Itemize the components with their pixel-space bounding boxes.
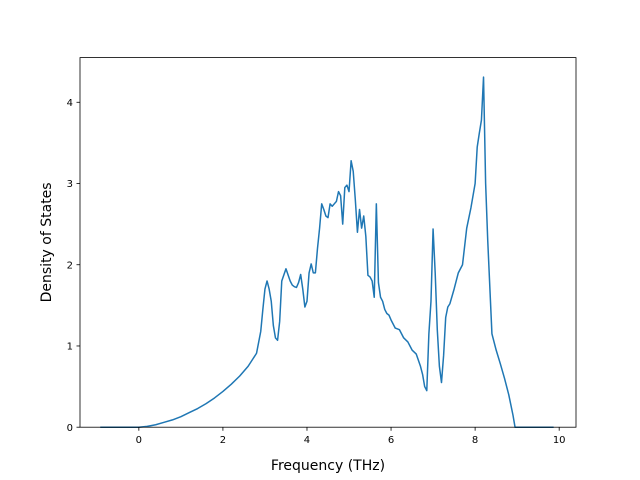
y-tick-label: 2	[67, 260, 73, 271]
x-axis-label: Frequency (THz)	[271, 458, 385, 474]
x-tick-label: 8	[472, 435, 478, 446]
axes-frame	[79, 57, 577, 428]
x-tick-label: 2	[220, 435, 226, 446]
x-tick-label: 10	[553, 435, 566, 446]
x-tick-label: 0	[136, 435, 142, 446]
y-tick-label: 1	[67, 342, 73, 353]
y-tick-label: 4	[67, 98, 73, 109]
x-tick-label: 4	[304, 435, 310, 446]
dos-series-line	[100, 76, 554, 428]
y-tick-label: 3	[67, 179, 73, 190]
axis-ticks: 0 2 4 6 8 10 0 1 2 3 4	[67, 98, 566, 446]
y-tick-label: 0	[67, 423, 73, 434]
plot-area	[100, 76, 554, 428]
y-axis-label: Density of States	[39, 182, 55, 302]
x-tick-label: 6	[388, 435, 394, 446]
